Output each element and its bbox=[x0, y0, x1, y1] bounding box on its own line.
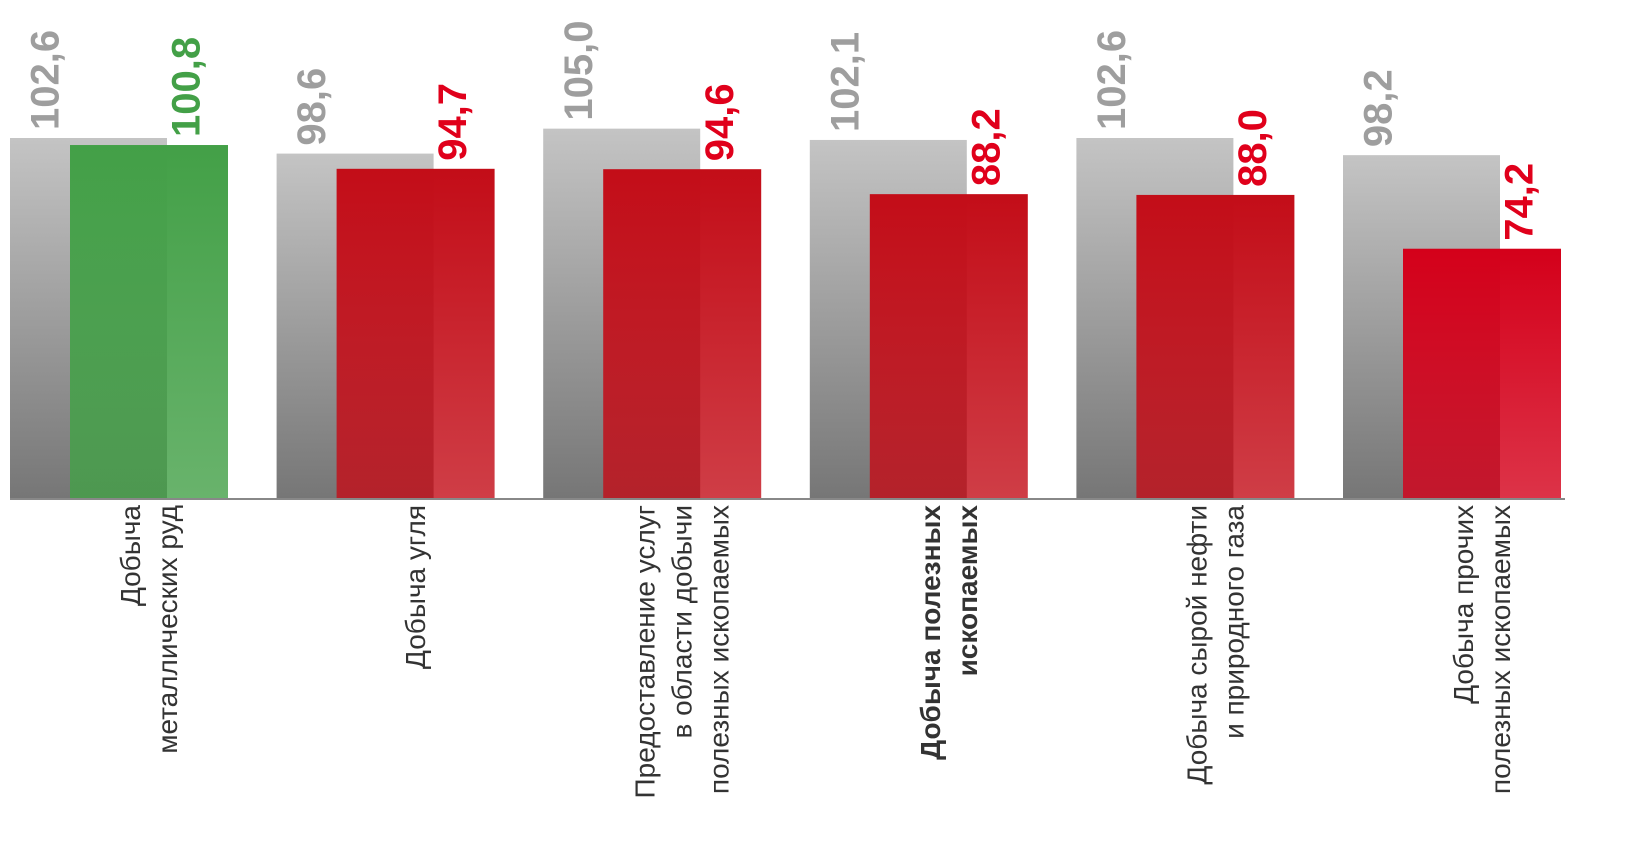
value-label: 105,0 bbox=[557, 21, 601, 121]
value-label: 74,2 bbox=[1498, 163, 1542, 241]
value-label: 98,6 bbox=[290, 68, 334, 146]
value-label: 102,6 bbox=[24, 30, 68, 130]
bar bbox=[70, 145, 228, 499]
category-label: Добыча угля bbox=[400, 505, 431, 669]
value-label: 102,6 bbox=[1090, 30, 1134, 130]
value-label: 94,6 bbox=[698, 83, 742, 161]
value-label: 100,8 bbox=[165, 37, 209, 137]
bar bbox=[869, 194, 1028, 499]
bar bbox=[336, 168, 495, 499]
category-label: Предоставление услуг в области добычи поле… bbox=[630, 505, 735, 798]
value-label: 102,1 bbox=[823, 32, 867, 132]
value-label: 88,0 bbox=[1231, 109, 1275, 187]
value-label: 88,2 bbox=[964, 108, 1008, 186]
category-label: Добыча прочих полезных ископаемых bbox=[1448, 505, 1516, 794]
bar bbox=[1136, 194, 1295, 499]
bar bbox=[1403, 248, 1561, 499]
value-label: 98,2 bbox=[1357, 69, 1401, 147]
category-label: Добыча металлических руд bbox=[115, 505, 183, 754]
bar bbox=[603, 169, 762, 499]
value-label: 94,7 bbox=[431, 83, 475, 161]
category-label: Добыча полезных ископаемых bbox=[915, 505, 983, 760]
category-label: Добыча сырой нефти и природного газа bbox=[1181, 505, 1249, 785]
